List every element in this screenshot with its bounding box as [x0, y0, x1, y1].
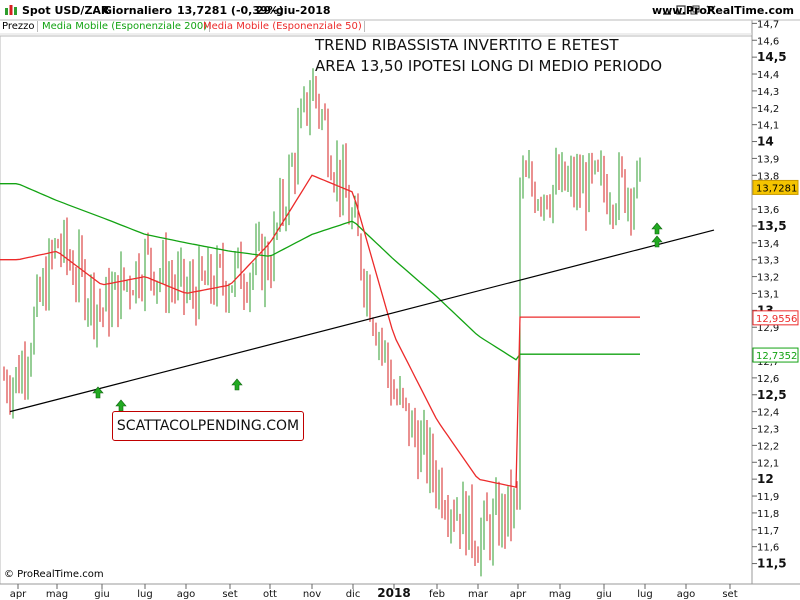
- y-tick-label: 14,6: [757, 36, 779, 47]
- ema200-line: [0, 183, 640, 361]
- chart-annotation: TREND RIBASSISTA INVERTITO E RETEST AREA…: [315, 35, 662, 77]
- y-tick-label: 14,4: [757, 70, 779, 81]
- y-tick-label: 13,9: [757, 154, 779, 165]
- y-tick-label: 12,9: [757, 323, 779, 334]
- x-tick-label: lug: [137, 589, 152, 600]
- x-tick-label: apr: [510, 589, 527, 600]
- up-arrow-icon: [651, 222, 663, 235]
- up-arrow-icon: [651, 235, 663, 248]
- y-axis: 14,7 14,6 14,5 14,4 14,3 14,2 14,1 14 13,9 13,8 13…: [752, 19, 787, 571]
- y-tick-label: 11,6: [757, 543, 779, 554]
- trendline: [9, 229, 715, 413]
- y-tick-label: 11,5: [757, 557, 787, 571]
- y-tick-label: 12: [757, 472, 774, 486]
- y-tick-label: 12,2: [757, 441, 779, 452]
- x-tick-label: mar: [468, 589, 489, 600]
- x-tick-label: lug: [637, 589, 652, 600]
- y-tick-label: 13,8: [757, 171, 779, 182]
- price-label-ema50: 12,9556: [752, 310, 799, 326]
- x-tick-label: mag: [549, 589, 571, 600]
- symbol-label: Spot USD/ZAR: [22, 4, 110, 17]
- x-tick-label: feb: [429, 589, 445, 600]
- y-tick-label: 14,1: [757, 121, 779, 132]
- y-tick-label: 12,3: [757, 425, 779, 436]
- site-label[interactable]: www.ProRealTime.com: [651, 4, 794, 17]
- x-tick-label: 2018: [377, 586, 410, 600]
- x-tick-label: dic: [346, 589, 361, 600]
- y-tick-label: 11,8: [757, 509, 779, 520]
- y-tick-label: 13,1: [757, 289, 779, 300]
- svg-text:12,7352: 12,7352: [756, 351, 797, 362]
- svg-text:12,9556: 12,9556: [756, 314, 797, 325]
- x-axis: apr mag giu lug ago set ott nov dic 2018 feb mar apr…: [10, 584, 738, 600]
- price-change-label: 13,7281 (-0,39%): [177, 4, 284, 17]
- watermark-box: SCATTACOLPENDING.COM: [112, 411, 304, 441]
- up-arrow-icon: [92, 386, 104, 399]
- x-tick-label: set: [722, 589, 737, 600]
- restore-icon[interactable]: [690, 5, 700, 15]
- credit-label: © ProRealTime.com: [4, 569, 104, 580]
- legend-ema50[interactable]: Media Mobile (Esponenziale 50): [201, 21, 365, 32]
- annotation-line-1: TREND RIBASSISTA INVERTITO E RETEST: [315, 36, 619, 54]
- y-tick-label: 13,5: [757, 219, 787, 233]
- maximize-icon[interactable]: [676, 5, 686, 15]
- x-tick-label: set: [222, 589, 237, 600]
- price-label-price: 13,7281: [752, 179, 799, 195]
- y-tick-label: 13,2: [757, 273, 779, 284]
- timeframe-label: Giornaliero: [103, 4, 173, 17]
- x-tick-label: giu: [596, 589, 611, 600]
- bar-chart-icon: [5, 5, 17, 15]
- y-tick-label: 14,7: [757, 19, 779, 30]
- x-tick-label: ago: [677, 589, 696, 600]
- annotation-line-2: AREA 13,50 IPOTESI LONG DI MEDIO PERIODO: [315, 57, 663, 75]
- y-tick-label: 14: [757, 135, 774, 149]
- y-tick-label: 11,7: [757, 526, 779, 537]
- y-tick-label: 12,4: [757, 408, 779, 419]
- y-tick-label: 12,6: [757, 374, 779, 385]
- header-bar: Spot USD/ZAR Giornaliero 13,7281 (-0,39%…: [0, 0, 800, 20]
- y-tick-label: 13,4: [757, 239, 779, 250]
- x-tick-label: mag: [46, 589, 68, 600]
- ema50-line: [0, 174, 640, 489]
- date-label: 29-giu-2018: [256, 4, 331, 17]
- plot-frame: [0, 35, 753, 585]
- price-label-ema200: 12,7352: [752, 347, 799, 363]
- y-tick-label: 12,1: [757, 458, 779, 469]
- close-icon[interactable]: [706, 5, 716, 15]
- y-tick-label: 14,2: [757, 104, 779, 115]
- y-tick-label: 13,3: [757, 256, 779, 267]
- y-tick-label: 14,5: [757, 50, 787, 64]
- y-tick-label: 14,3: [757, 87, 779, 98]
- legend-price[interactable]: Prezzo: [0, 21, 38, 32]
- up-arrow-icon: [231, 378, 243, 391]
- legend-ema200[interactable]: Media Mobile (Esponenziale 200): [40, 21, 211, 32]
- price-bars: [3, 68, 641, 577]
- x-tick-label: giu: [94, 589, 109, 600]
- y-tick-label: 11,9: [757, 492, 779, 503]
- x-tick-label: ott: [263, 589, 277, 600]
- y-tick-label: 12,5: [757, 388, 787, 402]
- x-tick-label: nov: [303, 589, 321, 600]
- x-tick-label: ago: [177, 589, 196, 600]
- window-buttons: [663, 5, 716, 15]
- price-labels: 13,7281 12,9556 12,7352: [752, 179, 799, 363]
- svg-text:13,7281: 13,7281: [756, 183, 797, 194]
- y-tick-label: 13,6: [757, 205, 779, 216]
- x-tick-label: apr: [10, 589, 27, 600]
